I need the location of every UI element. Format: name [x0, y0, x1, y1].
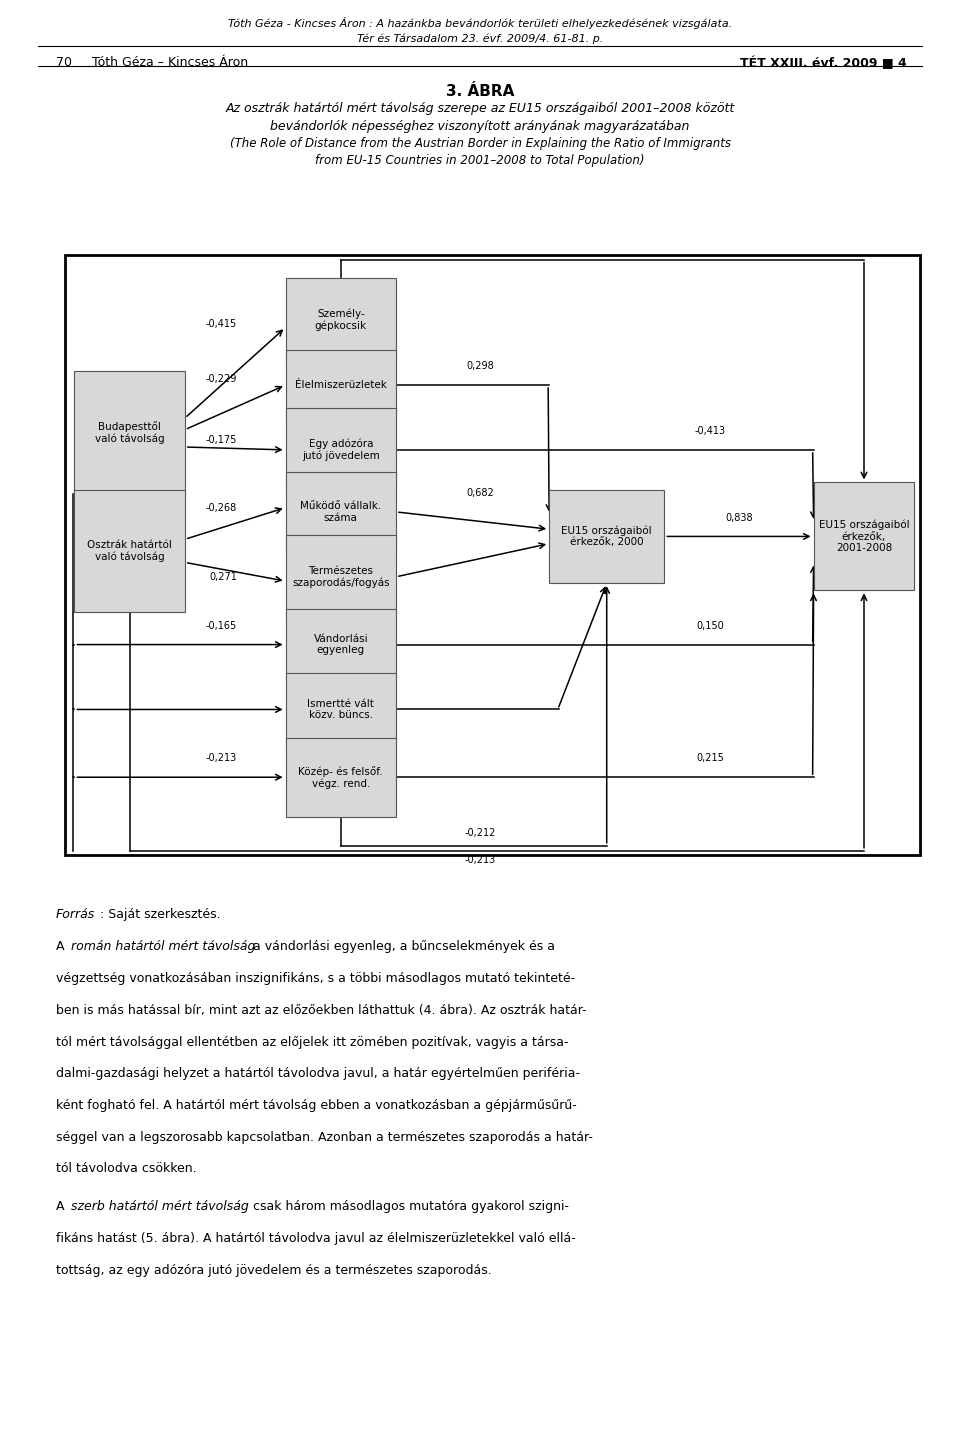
- Text: román határtól mért távolság: román határtól mért távolság: [71, 940, 255, 953]
- Text: bevándorlók népességhez viszonyított arányának magyarázatában: bevándorlók népességhez viszonyított ará…: [271, 120, 689, 133]
- Bar: [75, 372, 184, 493]
- Bar: [286, 472, 396, 551]
- Text: Működő vállalk.
száma: Működő vállalk. száma: [300, 502, 381, 522]
- Text: -0,229: -0,229: [205, 375, 237, 384]
- Text: (The Role of Distance from the Austrian Border in Explaining the Ratio of Immigr: (The Role of Distance from the Austrian …: [229, 137, 731, 150]
- Text: -0,175: -0,175: [205, 435, 237, 444]
- Text: : Saját szerkesztés.: : Saját szerkesztés.: [100, 908, 221, 921]
- Text: -0,212: -0,212: [465, 829, 495, 838]
- Text: Természetes
szaporodás/fogyás: Természetes szaporodás/fogyás: [292, 565, 390, 588]
- Text: -0,415: -0,415: [205, 320, 237, 329]
- Text: TÉT XXIII. évf. 2009 ■ 4: TÉT XXIII. évf. 2009 ■ 4: [740, 56, 907, 69]
- Bar: [549, 489, 664, 583]
- Text: Tóth Géza - Kincses Áron : A hazánkba bevándorlók területi elhelyezkedésének viz: Tóth Géza - Kincses Áron : A hazánkba be…: [228, 17, 732, 29]
- Text: 0,298: 0,298: [467, 362, 493, 371]
- Text: 0,682: 0,682: [467, 489, 493, 497]
- Text: Forrás: Forrás: [56, 908, 95, 921]
- Text: from EU-15 Countries in 2001–2008 to Total Population): from EU-15 Countries in 2001–2008 to Tot…: [315, 154, 645, 167]
- Text: tottság, az egy adózóra jutó jövedelem és a természetes szaporodás.: tottság, az egy adózóra jutó jövedelem é…: [56, 1263, 492, 1276]
- Text: 0,150: 0,150: [697, 622, 724, 630]
- Bar: [286, 350, 396, 420]
- Bar: [286, 535, 396, 619]
- Bar: [286, 408, 396, 492]
- Text: Vándorlási
egyenleg: Vándorlási egyenleg: [314, 634, 368, 655]
- Text: Személy-
gépkocsik: Személy- gépkocsik: [315, 309, 367, 332]
- Bar: [75, 490, 184, 611]
- Text: szerb határtól mért távolság: szerb határtól mért távolság: [71, 1200, 249, 1213]
- Text: 0,838: 0,838: [726, 513, 753, 522]
- Text: -0,165: -0,165: [205, 622, 237, 630]
- Text: ben is más hatással bír, mint azt az előzőekben láthattuk (4. ábra). Az osztrák : ben is más hatással bír, mint azt az elő…: [56, 1004, 587, 1017]
- Text: -0,268: -0,268: [205, 503, 237, 512]
- Text: 70     Tóth Géza – Kincses Áron: 70 Tóth Géza – Kincses Áron: [56, 56, 248, 69]
- Text: tól távolodva csökken.: tól távolodva csökken.: [56, 1162, 196, 1175]
- Text: Osztrák határtól
való távolság: Osztrák határtól való távolság: [87, 539, 172, 562]
- Bar: [286, 278, 396, 362]
- Bar: [286, 673, 396, 746]
- Text: tól mért távolsággal ellentétben az előjelek itt zömében pozitívak, vagyis a tár: tól mért távolsággal ellentétben az előj…: [56, 1035, 568, 1048]
- Text: 0,215: 0,215: [696, 754, 725, 763]
- Text: séggel van a legszorosabb kapcsolatban. Azonban a természetes szaporodás a határ: séggel van a legszorosabb kapcsolatban. …: [56, 1131, 592, 1144]
- Bar: [814, 482, 914, 591]
- Text: ként fogható fel. A határtól mért távolság ebben a vonatkozásban a gépjárműsűrű-: ként fogható fel. A határtól mért távols…: [56, 1099, 576, 1112]
- Text: -0,213: -0,213: [465, 855, 495, 865]
- Text: Közép- és felsőf.
végz. rend.: Közép- és felsőf. végz. rend.: [299, 766, 383, 789]
- Text: dalmi-gazdasági helyzet a határtól távolodva javul, a határ egyértelműen perifér: dalmi-gazdasági helyzet a határtól távol…: [56, 1067, 580, 1080]
- Text: Tér és Társadalom 23. évf. 2009/4. 61-81. p.: Tér és Társadalom 23. évf. 2009/4. 61-81…: [357, 33, 603, 43]
- Text: Élelmiszerüzletek: Élelmiszerüzletek: [295, 381, 387, 389]
- Text: -0,213: -0,213: [205, 754, 237, 763]
- Bar: [58, 199, 922, 901]
- Text: fikáns hatást (5. ábra). A határtól távolodva javul az élelmiszerüzletekkel való: fikáns hatást (5. ábra). A határtól távo…: [56, 1231, 575, 1244]
- Bar: [286, 609, 396, 681]
- Text: Az osztrák határtól mért távolság szerepe az EU15 országaiból 2001–2008 között: Az osztrák határtól mért távolság szerep…: [226, 102, 734, 115]
- Bar: [286, 738, 396, 816]
- Text: 3. ÁBRA: 3. ÁBRA: [445, 84, 515, 98]
- Text: A: A: [56, 940, 68, 953]
- Text: csak három másodlagos mutatóra gyakorol szigni-: csak három másodlagos mutatóra gyakorol …: [249, 1200, 568, 1213]
- Text: Ismertté vált
közv. büncs.: Ismertté vált közv. büncs.: [307, 699, 374, 720]
- Text: Budapesttől
való távolság: Budapesttől való távolság: [95, 421, 164, 444]
- Text: EU15 országaiból
érkezők,
2001-2008: EU15 országaiból érkezők, 2001-2008: [819, 519, 909, 554]
- Text: EU15 országaiból
érkezők, 2000: EU15 országaiból érkezők, 2000: [562, 525, 652, 548]
- Text: A: A: [56, 1200, 68, 1213]
- Text: a vándorlási egyenleg, a bűncselekmények és a: a vándorlási egyenleg, a bűncselekmények…: [249, 940, 555, 953]
- Text: -0,413: -0,413: [695, 427, 726, 435]
- Bar: [65, 255, 920, 855]
- Text: 0,271: 0,271: [209, 572, 237, 581]
- Text: végzettség vonatkozásában inszignifikáns, s a többi másodlagos mutató tekinteté-: végzettség vonatkozásában inszignifikáns…: [56, 972, 575, 985]
- Text: Egy adózóra
jutó jövedelem: Egy adózóra jutó jövedelem: [302, 438, 379, 461]
